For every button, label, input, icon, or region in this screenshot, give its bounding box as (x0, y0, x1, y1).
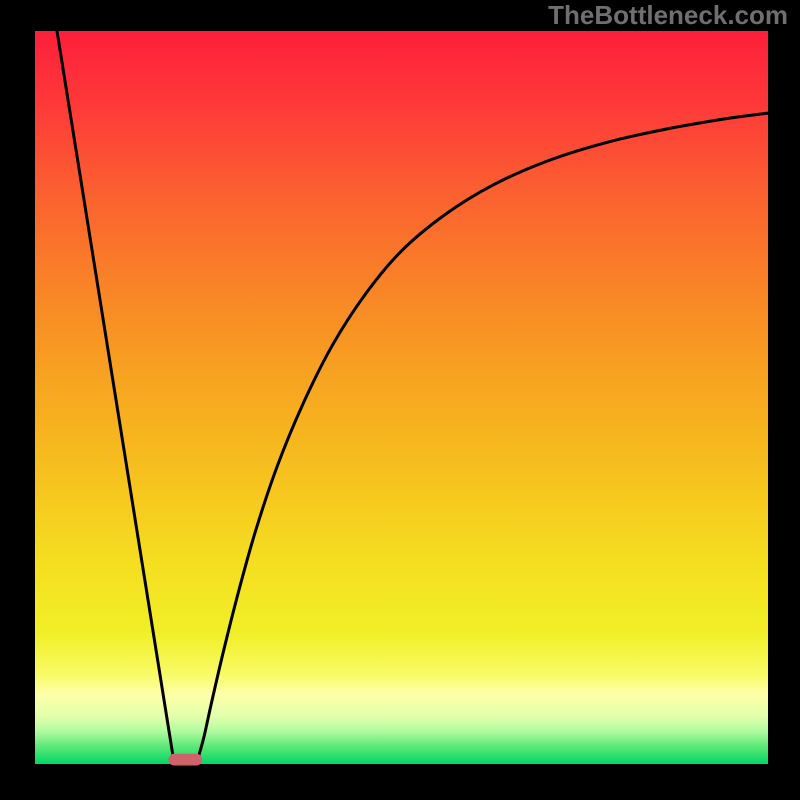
minimum-marker (168, 754, 202, 766)
plot-gradient-area (35, 31, 768, 764)
bottleneck-chart (0, 0, 800, 800)
chart-container: TheBottleneck.com (0, 0, 800, 800)
watermark-label: TheBottleneck.com (548, 0, 788, 31)
